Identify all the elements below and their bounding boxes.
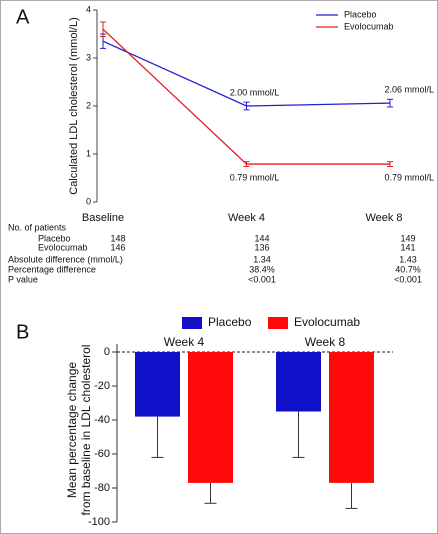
y-tick-label: 2 [86, 100, 91, 110]
y-tick-label: 0 [86, 196, 91, 206]
x-tick-label: Week 4 [164, 335, 205, 349]
bar [188, 352, 233, 483]
value-label: 2.06 mmol/L [384, 84, 434, 94]
table-cell: 40.7% [395, 264, 421, 274]
y-tick-label: -20 [94, 380, 110, 392]
y-tick-label: 3 [86, 52, 91, 62]
bar [135, 352, 180, 417]
y-axis-label: from baseline in LDL cholesterol [79, 345, 93, 516]
x-tick-label: Baseline [82, 212, 124, 224]
legend-swatch [268, 317, 288, 329]
row-label: Placebo [38, 233, 71, 243]
value-label: 2.00 mmol/L [230, 87, 280, 97]
table-cell: 1.43 [399, 254, 417, 264]
bar [329, 352, 374, 483]
row-label: Percentage difference [8, 264, 96, 274]
table-cell: 141 [400, 242, 415, 252]
row-label: P value [8, 274, 38, 284]
legend-label: Evolocumab [294, 315, 360, 329]
row-label: Evolocumab [38, 242, 88, 252]
row-label: No. of patients [8, 222, 67, 232]
bar [276, 352, 321, 412]
row-label: Absolute difference (mmol/L) [8, 254, 123, 264]
table-cell: 146 [110, 242, 125, 252]
y-tick-label: 1 [86, 148, 91, 158]
table-cell: <0.001 [394, 274, 422, 284]
table-cell: 136 [254, 242, 269, 252]
legend-label: Evolocumab [344, 21, 394, 31]
value-label: 0.79 mmol/L [384, 172, 434, 182]
y-tick-label: -60 [94, 448, 110, 460]
y-axis-label: Mean percentage change [65, 362, 79, 498]
x-tick-label: Week 8 [305, 335, 346, 349]
panel-label: B [16, 321, 29, 343]
y-tick-label: -100 [88, 516, 110, 528]
legend-swatch [182, 317, 202, 329]
x-tick-label: Week 4 [228, 212, 265, 224]
y-tick-label: 0 [104, 346, 110, 358]
y-tick-label: -80 [94, 482, 110, 494]
legend-label: Placebo [208, 315, 252, 329]
x-tick-label: Week 8 [365, 212, 402, 224]
y-tick-label: 4 [86, 4, 91, 14]
table-cell: 148 [110, 233, 125, 243]
table-cell: <0.001 [248, 274, 276, 284]
table-cell: 38.4% [249, 264, 275, 274]
table-cell: 149 [400, 233, 415, 243]
table-cell: 1.34 [253, 254, 271, 264]
y-tick-label: -40 [94, 414, 110, 426]
table-cell: 144 [254, 233, 269, 243]
panel-label: A [16, 6, 30, 28]
value-label: 0.79 mmol/L [230, 172, 280, 182]
y-axis-label: Calculated LDL cholesterol (mmol/L) [68, 17, 80, 195]
legend-label: Placebo [344, 9, 377, 19]
